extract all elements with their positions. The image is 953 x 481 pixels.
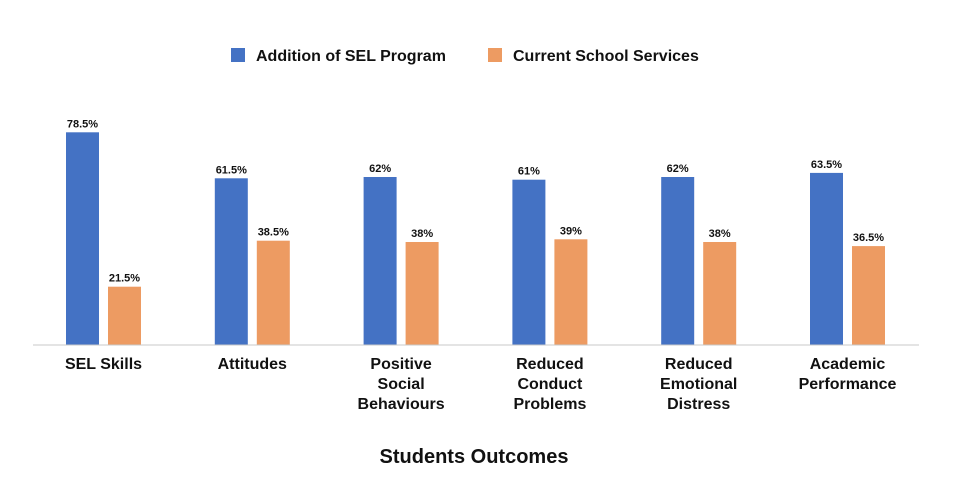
bar-series-1-cat-2 — [214, 178, 248, 345]
legend-swatch-series-2 — [488, 48, 502, 62]
x-axis-title: Students Outcomes — [380, 446, 569, 468]
bar-series-2-cat-5 — [703, 242, 737, 345]
legend-label-series-2: Current School Services — [513, 48, 699, 65]
data-label-series-2-cat-5: 38% — [709, 228, 731, 240]
category-label-1: SEL Skills — [65, 356, 142, 373]
data-labels: 78.5% 21.5% 61.5% 38.5% 62% 38% 61% 39% 62% 38% 63… — [67, 118, 884, 284]
bar-series-1-cat-6 — [810, 172, 843, 345]
category-label-2: Attitudes — [218, 356, 287, 373]
bars — [66, 132, 885, 345]
legend-label-series-1: Addition of SEL Program — [256, 48, 446, 65]
data-label-series-2-cat-2: 38.5% — [258, 227, 289, 239]
data-label-series-2-cat-4: 39% — [560, 225, 582, 237]
category-label-3: Positive Social Behaviours — [358, 356, 445, 413]
category-label-4: Reduced Conduct Problems — [513, 356, 586, 413]
legend: Addition of SEL Program Current School S… — [231, 48, 699, 65]
bar-series-1-cat-1 — [66, 132, 99, 345]
data-label-series-2-cat-3: 38% — [411, 228, 433, 240]
data-label-series-2-cat-6: 36.5% — [853, 232, 884, 244]
category-label-5: Reduced Emotional Distress — [660, 356, 737, 413]
bar-series-1-cat-4 — [512, 179, 546, 345]
data-label-series-1-cat-4: 61% — [518, 166, 540, 178]
bar-series-2-cat-6 — [852, 246, 885, 345]
category-label-6: Academic Performance — [799, 356, 897, 393]
bar-series-2-cat-2 — [256, 240, 290, 345]
data-label-series-1-cat-5: 62% — [667, 163, 689, 175]
data-label-series-1-cat-1: 78.5% — [67, 118, 98, 130]
bar-series-1-cat-3 — [363, 177, 397, 345]
data-label-series-1-cat-3: 62% — [369, 163, 391, 175]
bar-series-2-cat-4 — [554, 239, 588, 345]
legend-swatch-series-1 — [231, 48, 245, 62]
category-labels: SEL Skills Attitudes Positive Social Behavio… — [65, 356, 897, 413]
bar-series-1-cat-5 — [661, 177, 695, 345]
data-label-series-1-cat-6: 63.5% — [811, 159, 842, 171]
bar-series-2-cat-1 — [108, 286, 141, 345]
bar-series-2-cat-3 — [405, 242, 439, 345]
data-label-series-2-cat-1: 21.5% — [109, 273, 140, 285]
data-label-series-1-cat-2: 61.5% — [216, 164, 247, 176]
